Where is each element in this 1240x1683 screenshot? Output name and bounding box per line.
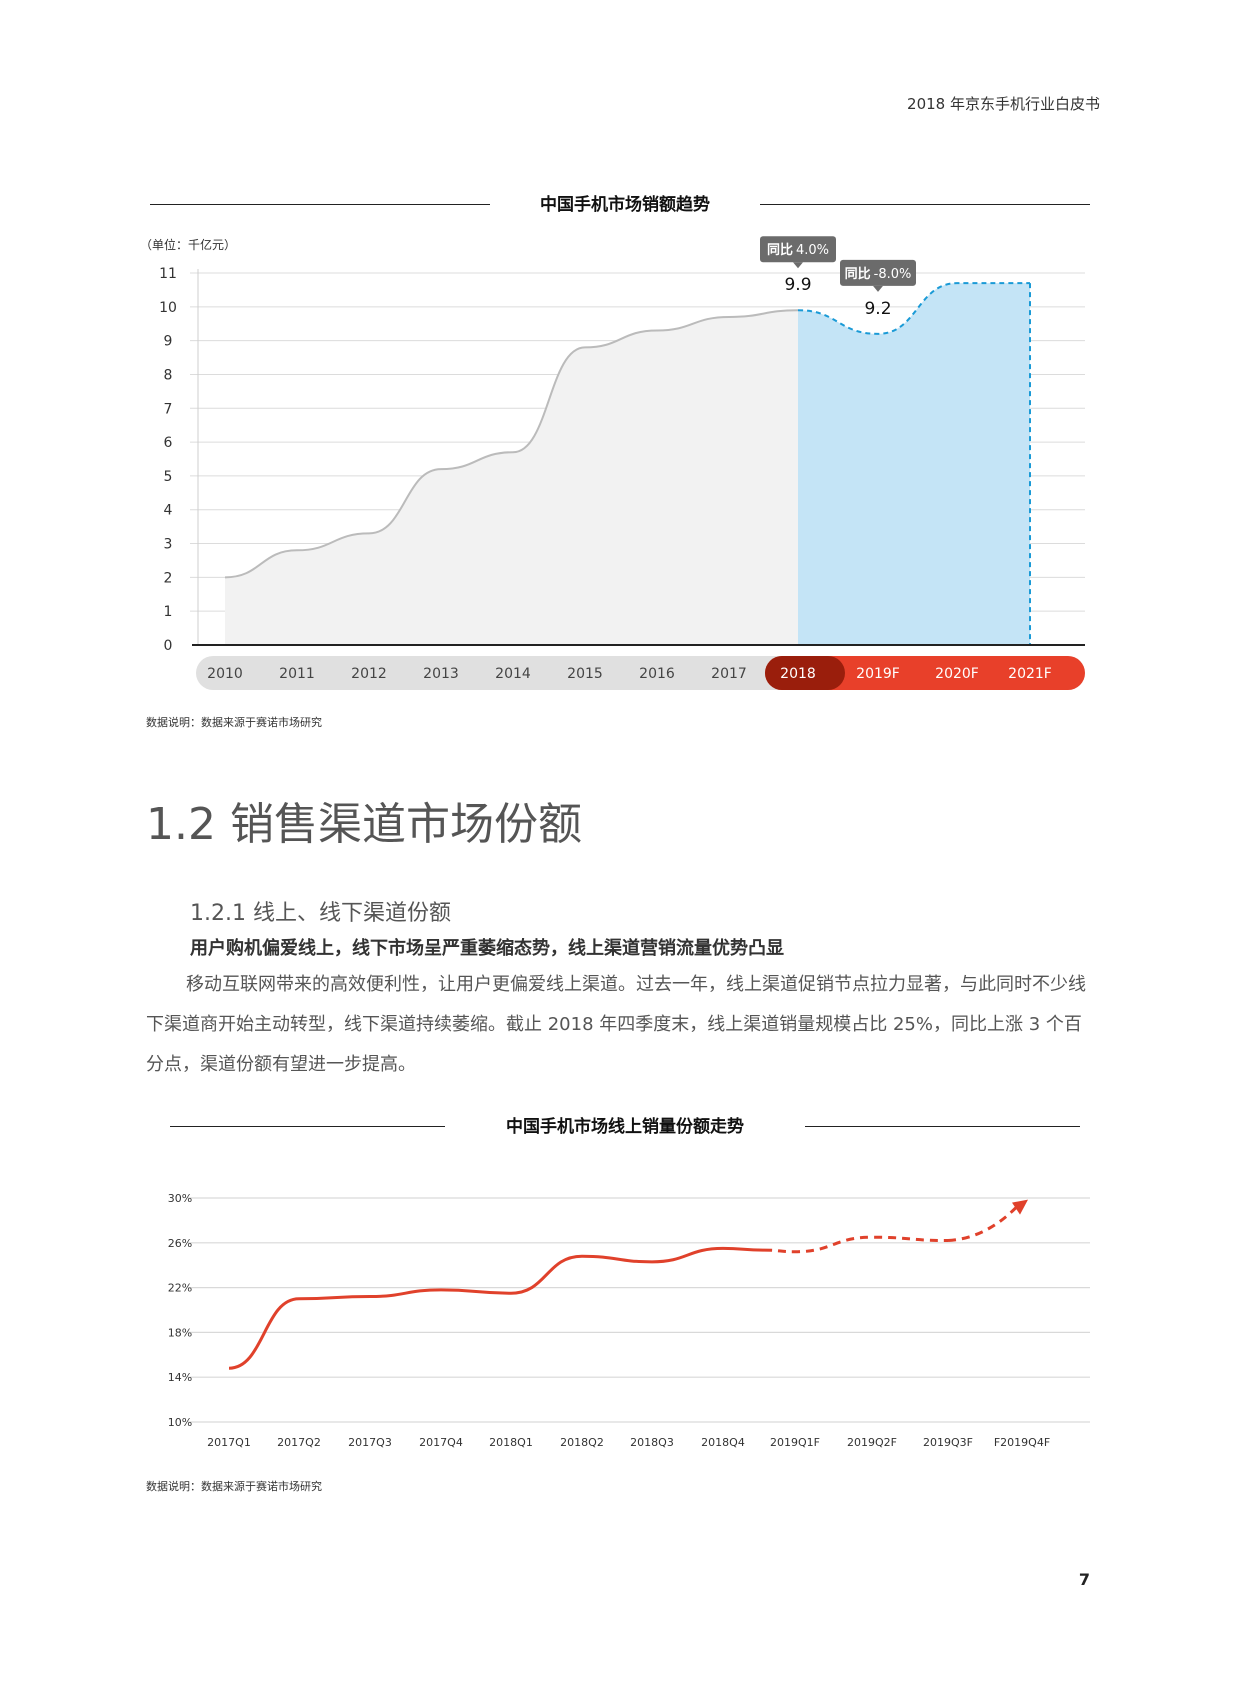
chart1-callout-label: 同比 -8.0% (845, 266, 912, 282)
chart1-y-tick-label: 6 (164, 435, 173, 451)
chart2-x-tick-label: 2017Q1 (207, 1436, 251, 1449)
chart2-y-tick-label: 10% (168, 1416, 192, 1429)
chart1-title: 中国手机市场销额趋势 (540, 195, 710, 215)
chart1-x-tick-label: 2014 (495, 666, 531, 682)
chart1-x-tick-label: 2019F (856, 666, 900, 682)
chart1-callout-pct: 4.0% (796, 243, 829, 258)
chart2-forecast-arrow-line (947, 1206, 1018, 1243)
chart1-areas (192, 282, 1085, 646)
chart1-callout-value: 9.9 (784, 275, 811, 295)
chart1-y-tick-label: 1 (164, 604, 173, 620)
chart1-callout-tag: 同比 (767, 242, 793, 258)
chart1-x-tick-label: 2011 (279, 666, 315, 682)
lead-sentence: 用户购机偏爱线上，线下市场呈严重萎缩态势，线上渠道营销流量优势凸显 (190, 938, 784, 959)
chart2-y-ticks: 10% 14% 18% 22% 26% 30% (168, 1192, 192, 1429)
chart2-y-tick-label: 14% (168, 1371, 192, 1384)
chart2-forecast-line (763, 1235, 949, 1254)
chart2-x-tick-label: 2018Q2 (560, 1436, 604, 1449)
chart1-callout-tag: 同比 (845, 266, 871, 282)
chart1-callout-label: 同比 4.0% (767, 242, 829, 258)
chart1-y-tick-label: 11 (159, 266, 177, 282)
chart1-unit-label: （单位：千亿元） (140, 238, 237, 252)
chart1-x-tick-label: 2015 (567, 666, 603, 682)
chart1-y-tick-label: 2 (164, 570, 173, 586)
chart2-x-tick-label: F2019Q4F (994, 1436, 1050, 1449)
chart1-callout-box (760, 236, 836, 263)
chart1-forecast-axis-bar (765, 656, 1085, 690)
document-header-title: 2018 年京东手机行业白皮书 (907, 95, 1100, 113)
chart1-x-tick-label: 2021F (1008, 666, 1052, 682)
chart1-forecast-area (798, 283, 1030, 645)
chart1-x-tick-label: 2017 (711, 666, 747, 682)
chart1-y-tick-label: 3 (164, 537, 173, 553)
chart2-source-note: 数据说明：数据来源于赛诺市场研究 (146, 1480, 322, 1493)
chart1-callouts: 同比 4.0%9.9同比 -8.0%9.2 (760, 236, 916, 319)
chart2-x-tick-label: 2017Q4 (419, 1436, 463, 1449)
chart2-actual-line (228, 1246, 765, 1370)
chart1-x-tick-label: 2013 (423, 666, 459, 682)
page-number: 7 (1078, 1570, 1090, 1589)
chart2-x-tick-label: 2017Q3 (348, 1436, 392, 1449)
chart2-y-tick-label: 26% (168, 1237, 192, 1250)
chart2-grid (188, 1197, 1090, 1423)
chart1-callout-pointer (873, 285, 883, 292)
chart1-callout-pointer (793, 262, 803, 269)
chart2-x-tick-label: 2019Q1F (770, 1436, 820, 1449)
chart1-callout-value: 9.2 (864, 299, 891, 319)
chart1-actual-line (224, 309, 799, 579)
chart1-x-tick-label: 2012 (351, 666, 387, 682)
chart1-x-tick-label: 2020F (935, 666, 979, 682)
section-title: 1.2 销售渠道市场份额 (146, 799, 582, 850)
chart1-y-tick-label: 9 (164, 334, 173, 350)
chart2-title-rule-left (170, 1126, 445, 1127)
chart1-x-tick-label: 2016 (639, 666, 675, 682)
subsection-title: 1.2.1 线上、线下渠道份额 (190, 901, 451, 926)
chart1-2018-axis-bar (765, 656, 845, 690)
chart2-x-tick-label: 2018Q1 (489, 1436, 533, 1449)
chart1-y-tick-label: 5 (164, 469, 173, 485)
chart1-title-rule-right (760, 204, 1090, 205)
chart1-x-axis: 2010 2011 2012 2013 2014 2015 2016 2017 2018 2019… (196, 656, 1085, 690)
chart1-callout-box (840, 259, 916, 286)
chart1-actual-area (225, 310, 798, 645)
chart1-source-note: 数据说明：数据来源于赛诺市场研究 (146, 716, 322, 729)
chart1-y-tick-label: 0 (164, 638, 173, 654)
chart2-title: 中国手机市场线上销量份额走势 (506, 1117, 744, 1137)
chart2-x-tick-label: 2018Q4 (701, 1436, 745, 1449)
chart2-title-rule-right (805, 1126, 1080, 1127)
chart2-x-ticks: 2017Q1 2017Q2 2017Q3 2017Q4 2018Q1 2018Q2 2018… (207, 1436, 1050, 1449)
chart2-y-tick-label: 30% (168, 1192, 192, 1205)
chart2-lines (228, 1199, 1028, 1370)
chart1-y-tick-label: 8 (164, 367, 173, 383)
chart2-y-tick-label: 18% (168, 1326, 192, 1339)
chart1-y-tick-label: 7 (164, 401, 173, 417)
chart1-x-tick-label: 2010 (207, 666, 243, 682)
chart1-callout-pct: -8.0% (874, 267, 912, 282)
chart2-x-tick-label: 2017Q2 (277, 1436, 321, 1449)
chart1-y-ticks: 0 1 2 3 4 5 6 7 8 9 10 11 (159, 266, 177, 654)
chart2-x-tick-label: 2019Q3F (923, 1436, 973, 1449)
body-paragraph: 移动互联网带来的高效便利性，让用户更偏爱线上渠道。过去一年，线上渠道促销节点拉力… (146, 974, 1086, 1075)
chart1-x-tick-label: 2018 (780, 666, 816, 682)
chart2-x-tick-label: 2019Q2F (847, 1436, 897, 1449)
chart2-y-tick-label: 22% (168, 1282, 192, 1295)
chart2-x-tick-label: 2018Q3 (630, 1436, 674, 1449)
chart1-y-tick-label: 4 (164, 503, 173, 519)
chart1-y-tick-label: 10 (159, 300, 177, 316)
chart1-title-rule-left (150, 204, 490, 205)
chart2-forecast-arrowhead (1012, 1199, 1028, 1215)
